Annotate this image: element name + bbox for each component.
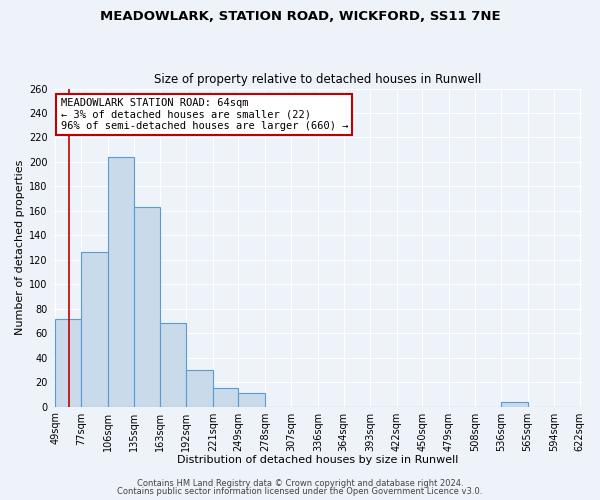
Bar — [107, 157, 134, 406]
Bar — [238, 393, 265, 406]
Y-axis label: Number of detached properties: Number of detached properties — [15, 160, 25, 336]
Bar — [134, 207, 160, 406]
Text: Contains public sector information licensed under the Open Government Licence v3: Contains public sector information licen… — [118, 487, 482, 496]
Text: MEADOWLARK STATION ROAD: 64sqm
← 3% of detached houses are smaller (22)
96% of s: MEADOWLARK STATION ROAD: 64sqm ← 3% of d… — [61, 98, 348, 132]
X-axis label: Distribution of detached houses by size in Runwell: Distribution of detached houses by size … — [177, 455, 458, 465]
Bar — [55, 318, 81, 406]
Text: Contains HM Land Registry data © Crown copyright and database right 2024.: Contains HM Land Registry data © Crown c… — [137, 478, 463, 488]
Title: Size of property relative to detached houses in Runwell: Size of property relative to detached ho… — [154, 73, 481, 86]
Bar — [160, 324, 186, 406]
Text: MEADOWLARK, STATION ROAD, WICKFORD, SS11 7NE: MEADOWLARK, STATION ROAD, WICKFORD, SS11… — [100, 10, 500, 23]
Bar — [186, 370, 213, 406]
Bar — [81, 252, 107, 406]
Bar — [213, 388, 238, 406]
Bar — [501, 402, 527, 406]
